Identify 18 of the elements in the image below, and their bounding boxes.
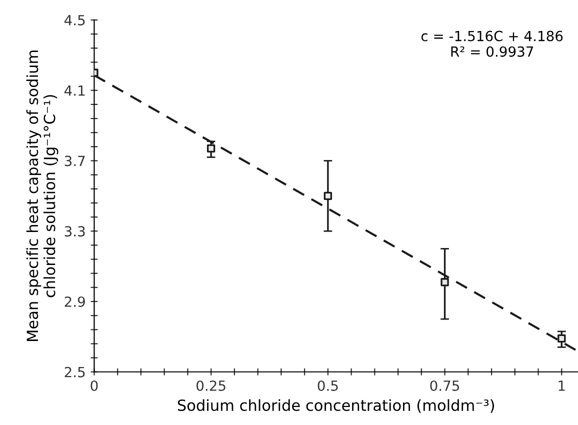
y-tick-label: 4.1 [64,86,85,96]
x-tick-label: 0 [90,380,98,391]
x-axis-title: Sodium chloride concentration (moldm⁻³) [178,399,494,413]
point [324,192,332,200]
x-tick-label: 0.25 [196,380,226,391]
point [206,144,216,153]
y-tick-label: 2.5 [64,366,85,378]
annotation: c = -1.516C + 4.186 R² = 0.9937 [421,30,563,57]
y-tick-label: 2.9 [64,296,85,307]
y-tick-label: 3.7 [64,156,85,166]
point [440,278,449,286]
x-tick-label: 0.75 [430,380,460,391]
point [558,334,566,343]
y-tick-label: 3.3 [64,226,85,237]
y-tick-label: 4.5 [64,15,85,26]
x-tick-label: 0.5 [318,380,338,391]
y-axis-title: Mean specific heat capacity of sodium chloride solution (Jg⁻¹°C⁻¹) [26,50,58,341]
x-tick-label: 1 [558,380,565,391]
